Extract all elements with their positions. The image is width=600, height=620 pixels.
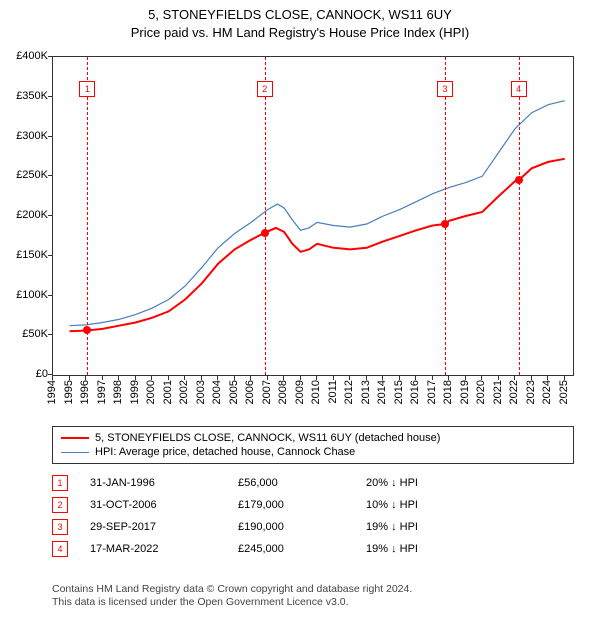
table-cell-diff: 10% ↓ HPI [366, 499, 486, 511]
legend-item: HPI: Average price, detached house, Cann… [61, 445, 565, 459]
table-row: 3 29-SEP-2017 £190,000 19% ↓ HPI [52, 516, 574, 538]
table-row-index-box: 2 [52, 497, 68, 513]
legend-swatch [61, 437, 89, 439]
series-line-price_paid [70, 159, 565, 331]
table-row: 1 31-JAN-1996 £56,000 20% ↓ HPI [52, 472, 574, 494]
title-block: 5, STONEYFIELDS CLOSE, CANNOCK, WS11 6UY… [0, 0, 600, 41]
x-tick-label: 2023 [525, 380, 537, 404]
transaction-label-box: 4 [511, 81, 527, 97]
x-tick-label: 2020 [475, 380, 487, 404]
x-tick-label: 2018 [442, 380, 454, 404]
series-svg [53, 57, 573, 375]
table-cell-price: £56,000 [238, 477, 358, 489]
x-tick-label: 2021 [492, 380, 504, 404]
table-cell-date: 17-MAR-2022 [90, 543, 230, 555]
x-tick-label: 1994 [46, 380, 58, 404]
table-cell-diff: 19% ↓ HPI [366, 521, 486, 533]
y-tick-label: £300K [4, 130, 48, 142]
table-cell-price: £190,000 [238, 521, 358, 533]
x-tick-label: 2015 [393, 380, 405, 404]
x-tick-label: 2013 [360, 380, 372, 404]
plot-area: 1 2 3 4 [52, 56, 574, 376]
title-line-1: 5, STONEYFIELDS CLOSE, CANNOCK, WS11 6UY [0, 6, 600, 24]
title-line-2: Price paid vs. HM Land Registry's House … [0, 24, 600, 42]
legend-label: HPI: Average price, detached house, Cann… [95, 446, 355, 458]
transaction-table: 1 31-JAN-1996 £56,000 20% ↓ HPI 2 31-OCT-2006… [52, 472, 574, 560]
y-tick-label: £0 [4, 368, 48, 380]
chart-container: 5, STONEYFIELDS CLOSE, CANNOCK, WS11 6UY… [0, 0, 600, 620]
x-tick-label: 2012 [343, 380, 355, 404]
table-row-index-box: 1 [52, 475, 68, 491]
y-tick-label: £50K [4, 328, 48, 340]
transaction-marker [261, 229, 269, 237]
x-tick-label: 2007 [261, 380, 273, 404]
y-tick-label: £250K [4, 169, 48, 181]
x-tick-label: 2022 [508, 380, 520, 404]
x-tick-label: 1995 [63, 380, 75, 404]
x-tick-label: 2008 [277, 380, 289, 404]
x-tick-label: 2014 [376, 380, 388, 404]
x-tick-label: 1999 [129, 380, 141, 404]
x-tick-label: 1998 [112, 380, 124, 404]
transaction-label-box: 1 [79, 81, 95, 97]
transaction-label-box: 2 [257, 81, 273, 97]
x-tick-label: 2005 [228, 380, 240, 404]
legend-item: 5, STONEYFIELDS CLOSE, CANNOCK, WS11 6UY… [61, 431, 565, 445]
y-tick-label: £350K [4, 90, 48, 102]
footnote-line-1: Contains HM Land Registry data © Crown c… [52, 583, 574, 597]
x-tick-label: 2002 [178, 380, 190, 404]
x-tick-label: 2016 [409, 380, 421, 404]
x-tick-label: 2010 [310, 380, 322, 404]
y-tick-label: £400K [4, 50, 48, 62]
table-cell-date: 31-JAN-1996 [90, 477, 230, 489]
series-line-hpi [70, 101, 565, 326]
x-tick-label: 2009 [294, 380, 306, 404]
x-tick-label: 2000 [145, 380, 157, 404]
table-cell-date: 29-SEP-2017 [90, 521, 230, 533]
transaction-vline [265, 57, 266, 375]
x-tick-label: 2011 [327, 380, 339, 404]
x-tick-label: 2006 [244, 380, 256, 404]
x-tick-label: 2004 [211, 380, 223, 404]
legend-swatch [61, 452, 89, 453]
table-cell-diff: 20% ↓ HPI [366, 477, 486, 489]
table-row: 2 31-OCT-2006 £179,000 10% ↓ HPI [52, 494, 574, 516]
y-tick-label: £150K [4, 249, 48, 261]
transaction-label-box: 3 [437, 81, 453, 97]
table-cell-price: £245,000 [238, 543, 358, 555]
transaction-vline [519, 57, 520, 375]
legend: 5, STONEYFIELDS CLOSE, CANNOCK, WS11 6UY… [52, 426, 574, 464]
transaction-marker [441, 220, 449, 228]
x-tick-label: 2025 [558, 380, 570, 404]
x-tick-label: 1996 [79, 380, 91, 404]
footnote-line-2: This data is licensed under the Open Gov… [52, 596, 574, 610]
transaction-marker [515, 176, 523, 184]
table-row: 4 17-MAR-2022 £245,000 19% ↓ HPI [52, 538, 574, 560]
y-tick-label: £100K [4, 289, 48, 301]
table-cell-price: £179,000 [238, 499, 358, 511]
footnote: Contains HM Land Registry data © Crown c… [52, 583, 574, 610]
x-tick-label: 2003 [195, 380, 207, 404]
x-tick-label: 2017 [426, 380, 438, 404]
transaction-marker [83, 326, 91, 334]
transaction-vline [445, 57, 446, 375]
table-cell-diff: 19% ↓ HPI [366, 543, 486, 555]
x-tick-label: 2024 [541, 380, 553, 404]
table-row-index-box: 3 [52, 519, 68, 535]
table-cell-date: 31-OCT-2006 [90, 499, 230, 511]
legend-label: 5, STONEYFIELDS CLOSE, CANNOCK, WS11 6UY… [95, 432, 440, 444]
x-tick-label: 1997 [96, 380, 108, 404]
x-tick-label: 2019 [459, 380, 471, 404]
chart-wrap: £0 £50K £100K £150K £200K £250K £300K £350K £400… [0, 48, 600, 418]
x-tick-label: 2001 [162, 380, 174, 404]
table-row-index-box: 4 [52, 541, 68, 557]
y-tick-label: £200K [4, 209, 48, 221]
